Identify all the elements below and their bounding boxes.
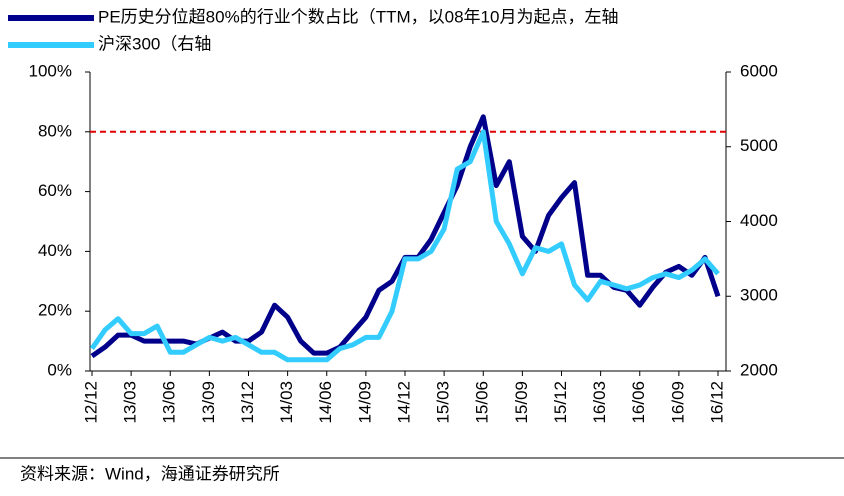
y2-tick-label: 6000 (740, 61, 778, 80)
x-tick-label: 14/06 (316, 381, 335, 424)
x-tick-label: 16/12 (707, 381, 726, 424)
x-tick-label: 16/03 (590, 381, 609, 424)
y2-tick-label: 2000 (740, 360, 778, 379)
legend-label: PE历史分位超80%的行业个数占比（TTM，以08年10月为起点，左轴 (98, 7, 618, 26)
series-line (90, 114, 721, 359)
legend-label: 沪深300（右轴 (98, 34, 211, 53)
x-tick-label: 16/06 (629, 381, 648, 424)
x-tick-label: 14/12 (394, 381, 413, 424)
x-tick-label: 13/09 (199, 381, 218, 424)
x-tick-label: 12/12 (81, 381, 100, 424)
y-tick-label: 80% (38, 121, 72, 140)
x-tick-label: 13/06 (160, 381, 179, 424)
x-tick-label: 13/03 (121, 381, 140, 424)
y2-tick-label: 5000 (740, 136, 778, 155)
source: 资料来源：Wind，海通证券研究所 (20, 464, 280, 483)
x-tick-label: 13/12 (238, 381, 257, 424)
y2-tick-label: 4000 (740, 211, 778, 230)
x-tick-label: 15/12 (551, 381, 570, 424)
x-tick-label: 15/03 (434, 381, 453, 424)
y-tick-label: 20% (38, 301, 72, 320)
y-tick-label: 0% (47, 360, 72, 379)
x-tick-label: 15/06 (473, 381, 492, 424)
x-tick-label: 14/09 (355, 381, 374, 424)
x-tick-label: 15/09 (512, 381, 531, 424)
series-line (89, 129, 720, 363)
x-tick-label: 14/03 (277, 381, 296, 424)
y-tick-label: 40% (38, 241, 72, 260)
y-tick-label: 60% (38, 181, 72, 200)
y2-tick-label: 3000 (740, 286, 778, 305)
y-tick-label: 100% (29, 61, 72, 80)
x-tick-label: 16/09 (668, 381, 687, 424)
